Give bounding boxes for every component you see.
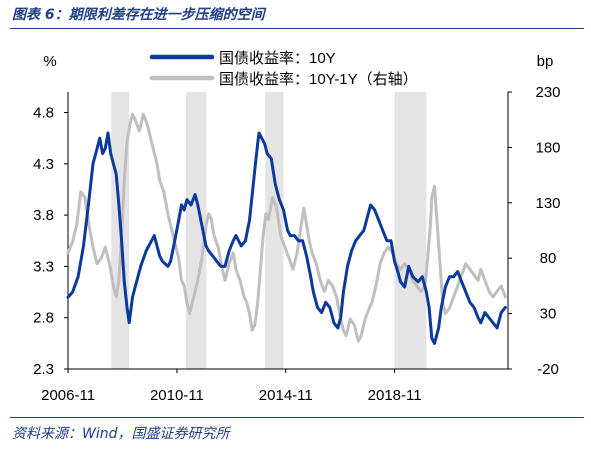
shaded-period-2: [265, 92, 284, 369]
x-tick-label-2: 2014-11: [259, 387, 313, 404]
source-rule: [10, 417, 584, 418]
legend: 国债收益率：10Y 国债收益率：10Y-1Y（右轴）: [149, 50, 418, 88]
series-line-spread: [66, 112, 507, 343]
x-tick-label-3: 2018-11: [368, 387, 422, 404]
tick-labels: 2.3 2.8 3.3 3.8 4.3 4.8 -20 30 80 130 180 230 2006-1…: [33, 84, 560, 404]
figure-title: 图表 6：期限利差存在进一步压缩的空间: [12, 7, 265, 23]
left-tick-label-3: 3.8: [33, 207, 54, 224]
series-lines: [66, 112, 507, 345]
series-line-10y: [66, 131, 507, 345]
x-tick-label-0: 2006-11: [41, 387, 95, 404]
legend-label-10y: 国债收益率：10Y: [219, 50, 336, 67]
title-rule: [10, 28, 584, 29]
source-note: 资料来源：Wind，国盛证券研究所: [12, 426, 230, 442]
shaded-period-3: [394, 92, 427, 369]
left-tick-label-5: 4.8: [33, 105, 54, 122]
right-tick-label-0: -20: [537, 361, 559, 378]
tick-marks: [64, 91, 512, 373]
shaded-periods: [111, 92, 427, 369]
right-tick-label-5: 230: [535, 84, 560, 101]
legend-label-spread: 国债收益率：10Y-1Y（右轴）: [219, 71, 418, 88]
left-tick-label-4: 4.3: [33, 156, 54, 173]
left-tick-label-2: 3.3: [33, 258, 54, 275]
right-tick-label-1: 30: [540, 306, 557, 323]
x-tick-label-1: 2010-11: [150, 387, 204, 404]
shaded-period-1: [186, 92, 207, 369]
right-axis-unit: bp: [537, 53, 554, 70]
left-axis-unit: %: [43, 53, 56, 70]
left-tick-label-0: 2.3: [33, 361, 54, 378]
right-tick-label-2: 80: [540, 250, 557, 267]
axes: [67, 92, 509, 370]
left-tick-label-1: 2.8: [33, 310, 54, 327]
right-tick-label-4: 180: [535, 139, 560, 156]
right-tick-label-3: 130: [535, 195, 560, 212]
